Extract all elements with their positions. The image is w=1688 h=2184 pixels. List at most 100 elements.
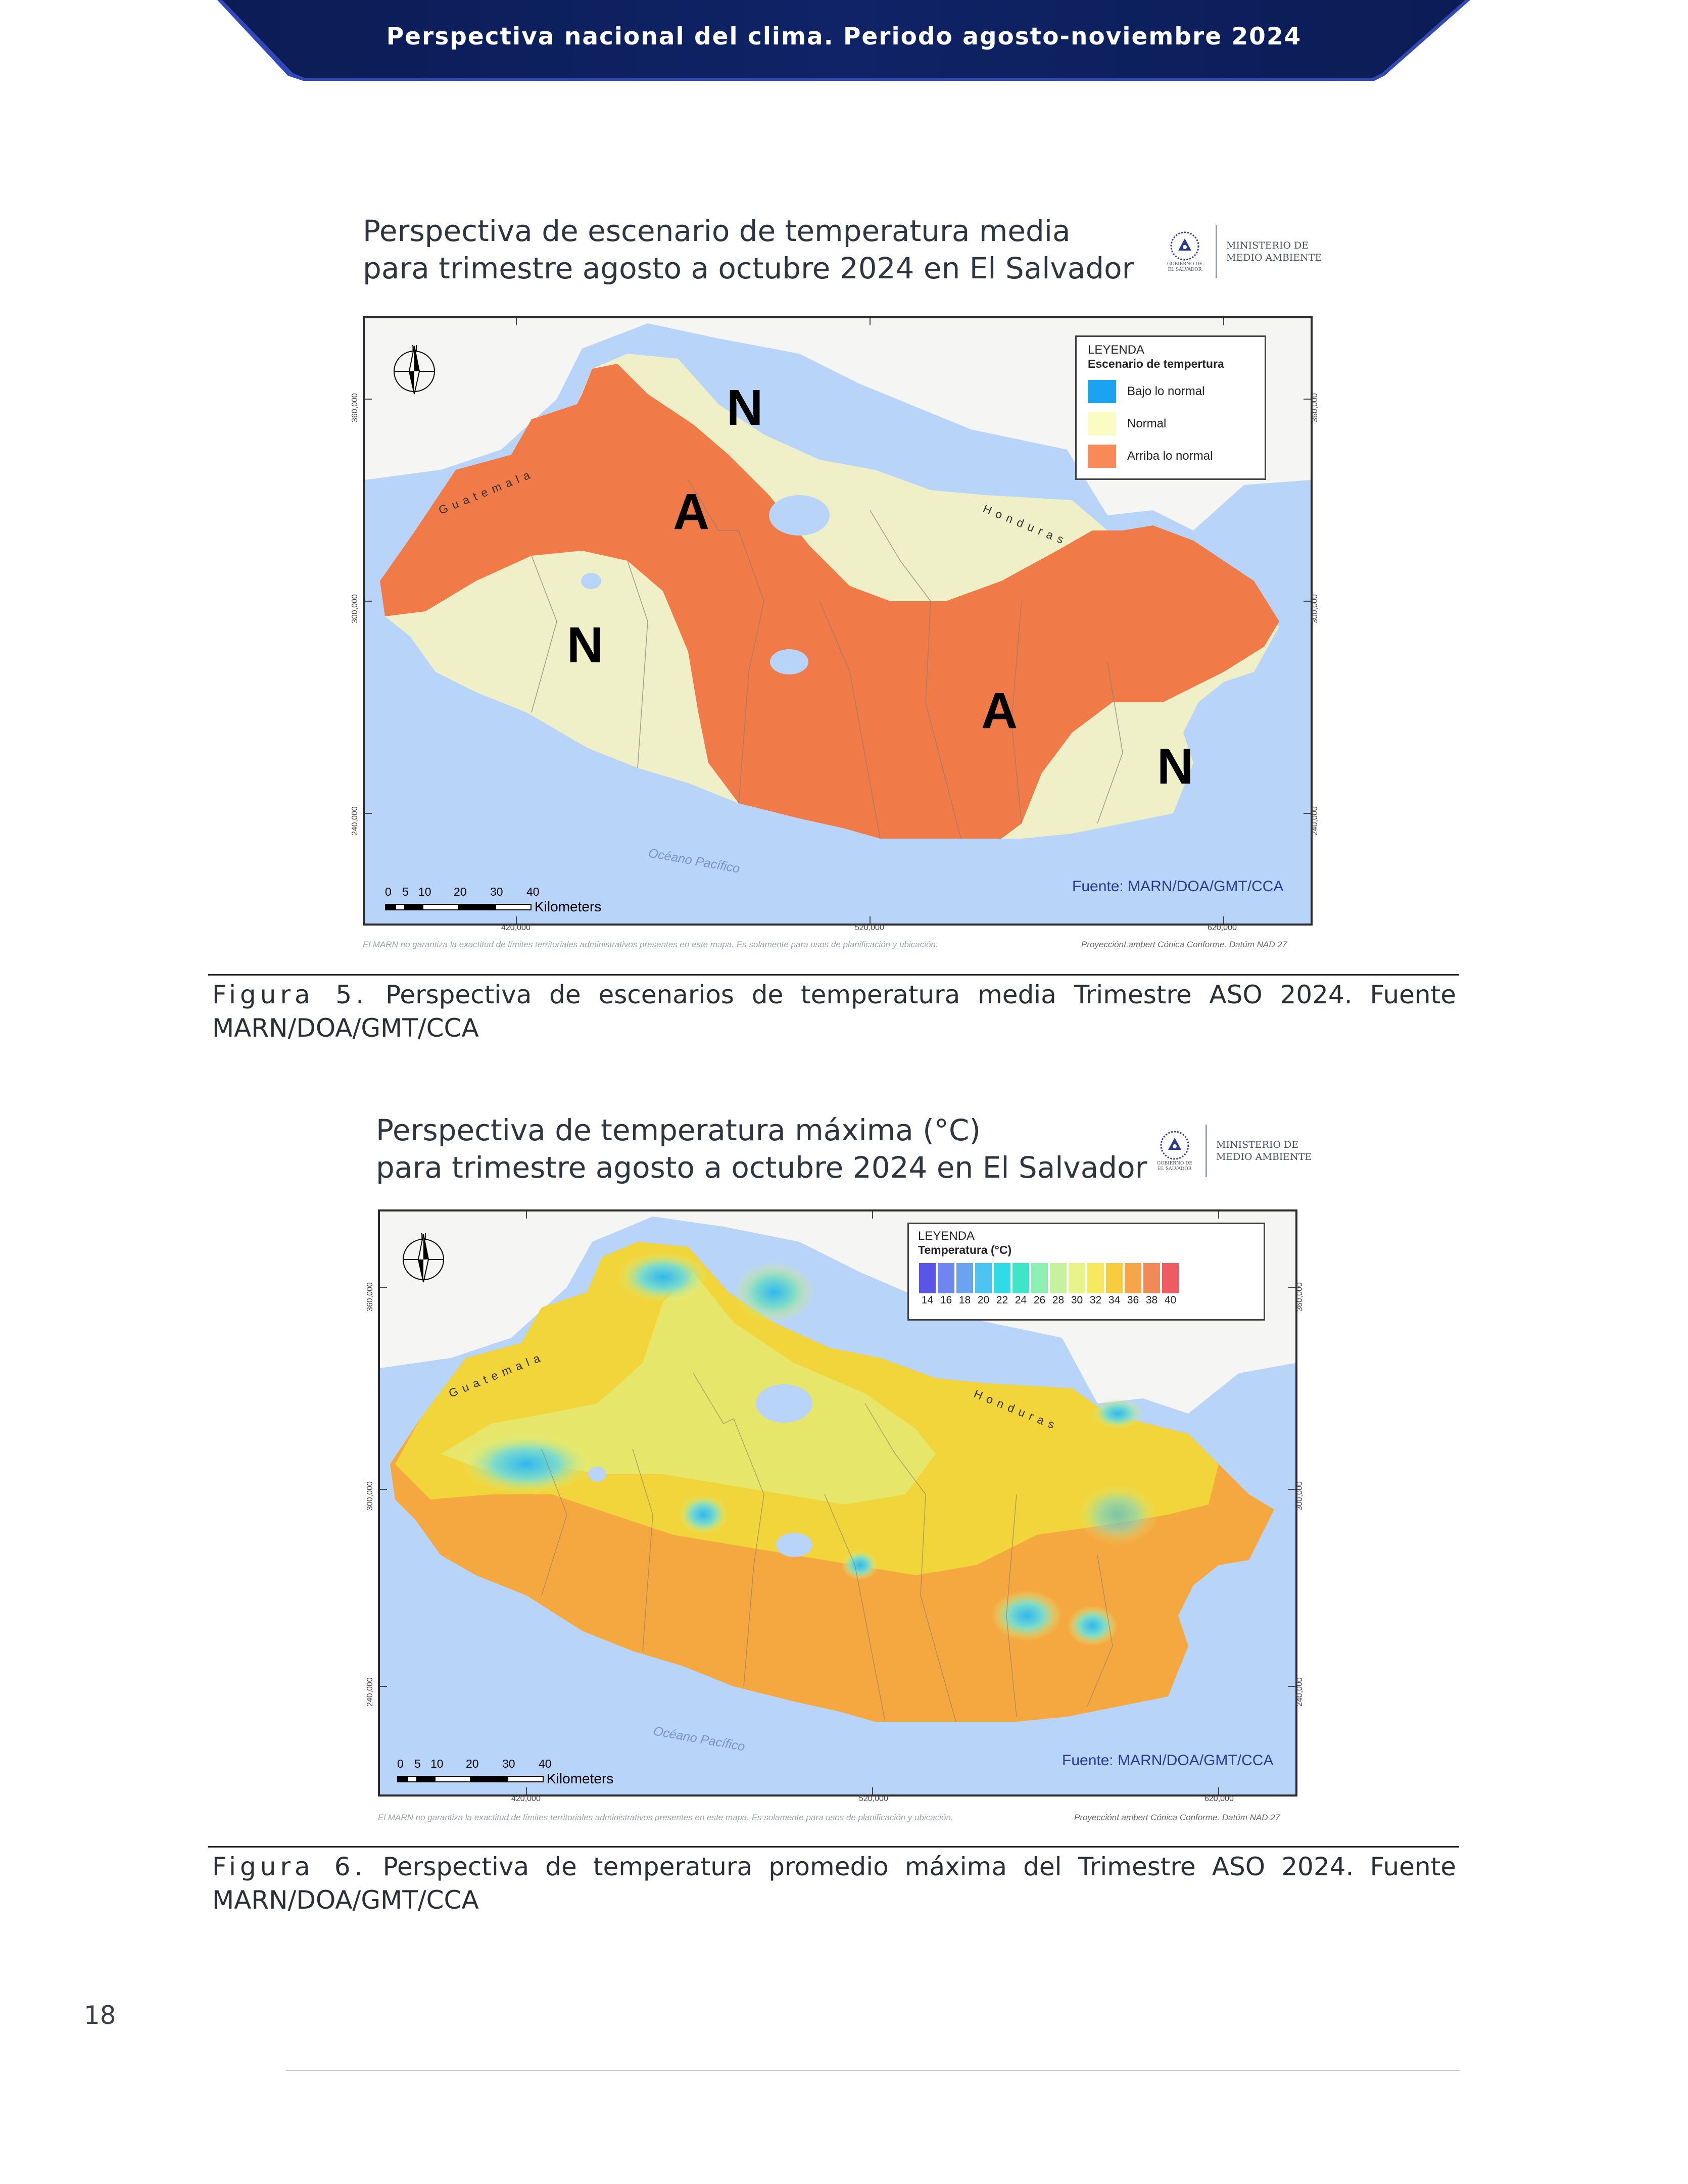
figure5-y-coord: 360,000	[351, 393, 359, 422]
legend-subtitle: Escenario de tempertura	[1088, 357, 1224, 370]
zone-label-normal-east: N	[1157, 738, 1194, 795]
figure6-map-title: Perspectiva de temperatura máxima (°C) p…	[376, 1111, 1147, 1186]
zone-label-above-west: A	[673, 483, 710, 540]
figure5-y-coord: 240,000	[351, 806, 359, 836]
scale-tick: 30	[502, 1757, 515, 1770]
legend-swatch-below-normal	[1088, 380, 1116, 403]
ramp-cell-14	[918, 1262, 937, 1294]
legend-label-normal: Normal	[1127, 417, 1167, 430]
figure5-seal: GOBIERNO DE EL SALVADOR	[1167, 230, 1202, 273]
logo-divider	[1215, 225, 1217, 278]
frame-ticks	[380, 1211, 1295, 1794]
ramp-cell-16	[937, 1262, 955, 1294]
figure5-y-coord-right: 240,000	[1311, 806, 1319, 836]
figure6-y-coord-right: 300,000	[1295, 1481, 1304, 1511]
figure5-x-coord: 520,000	[855, 924, 884, 932]
government-seal-icon	[1160, 1131, 1189, 1160]
figure5-y-coord: 300,000	[351, 594, 359, 623]
scale-tick: 0	[397, 1757, 404, 1770]
figure6-y-coord: 240,000	[366, 1677, 374, 1707]
legend-swatch-above-normal	[1088, 445, 1116, 468]
legend-title: LEYENDA	[918, 1229, 975, 1243]
legend-label-above-normal: Arriba lo normal	[1127, 449, 1213, 463]
seal-text-line2: EL SALVADOR	[1168, 267, 1202, 272]
scale-tick: 20	[466, 1757, 479, 1770]
scale-tick: 10	[418, 885, 431, 898]
figure6-y-coord: 360,000	[366, 1282, 374, 1312]
figure5-ministry-logo: GOBIERNO DE EL SALVADOR MINISTERIO DE ME…	[1167, 225, 1322, 278]
legend-swatch-normal	[1088, 412, 1116, 435]
zone-label-normal-west: N	[567, 617, 604, 673]
figure5-caption-rule	[208, 974, 1459, 976]
figure6-projection: ProyecciónLambert Cónica Conforme. Datúm…	[1074, 1813, 1280, 1822]
header-banner: Perspectiva nacional del clima. Periodo …	[0, 0, 1688, 86]
footer-rule	[286, 2070, 1460, 2071]
ministry-name-line1: MINISTERIO DE	[1226, 240, 1309, 251]
temperature-color-ramp	[918, 1262, 1255, 1294]
legend-item-above-normal: Arriba lo normal	[1088, 445, 1253, 468]
figure5-projection: ProyecciónLambert Cónica Conforme. Datúm…	[1081, 940, 1287, 949]
ramp-label: 36	[1127, 1294, 1139, 1306]
department-borders	[531, 479, 1123, 839]
figure5-caption-text: Perspectiva de escenarios de temperatura…	[212, 980, 1456, 1043]
figure5-map-title: Perspectiva de escenario de temperatura …	[363, 212, 1134, 287]
ramp-label: 40	[1164, 1294, 1177, 1306]
figure5-map-canvas	[365, 318, 1311, 924]
figure6-caption-label: Figura 6.	[212, 1852, 367, 1881]
ramp-label: 28	[1052, 1294, 1065, 1306]
scale-tick: 30	[490, 885, 503, 898]
scale-unit: Kilometers	[535, 899, 602, 914]
figure5-x-coord: 620,000	[1208, 924, 1237, 932]
ramp-label: 26	[1033, 1294, 1046, 1306]
ramp-label: 32	[1089, 1294, 1102, 1306]
scale-segments: Kilometers	[385, 899, 601, 915]
figure6-map: LEYENDA Temperatura (°C) 14 16 18 20 22 …	[378, 1209, 1297, 1797]
north-arrow-icon	[403, 1234, 444, 1283]
neighbor-land	[365, 318, 1311, 530]
ramp-cell-28	[1049, 1262, 1068, 1294]
ramp-label: 30	[1071, 1294, 1083, 1306]
scale-tick: 40	[526, 885, 540, 898]
figure6-x-coord: 420,000	[511, 1794, 541, 1803]
ramp-cell-36	[1124, 1262, 1142, 1294]
cool-highland	[1067, 1606, 1118, 1646]
figure5-source: Fuente: MARN/DOA/GMT/CCA	[1072, 878, 1284, 895]
ramp-cell-26	[1030, 1262, 1049, 1294]
ramp-cell-30	[1068, 1262, 1086, 1294]
scale-tick: 10	[430, 1757, 444, 1770]
legend-title: LEYENDA	[1088, 343, 1145, 357]
frame-ticks	[365, 318, 1311, 924]
banner-shape	[217, 0, 1470, 81]
cool-highland	[734, 1262, 814, 1323]
seal-text-line1: GOBIERNO DE	[1167, 262, 1202, 267]
figure6-caption-rule	[208, 1846, 1459, 1848]
legend-item-below-normal: Bajo lo normal	[1088, 380, 1253, 403]
ramp-cell-40	[1161, 1262, 1180, 1294]
ramp-label: 34	[1108, 1294, 1121, 1306]
cool-highland	[1077, 1484, 1158, 1545]
figure6-north-arrow: N	[398, 1232, 449, 1283]
scale-tick: 5	[414, 1757, 421, 1770]
lake-suchitlan	[769, 495, 830, 536]
seal-text-line1: GOBIERNO DE	[1157, 1161, 1192, 1166]
figure6-x-coord: 620,000	[1204, 1794, 1234, 1803]
scale-unit: Kilometers	[547, 1771, 614, 1786]
figure5-y-coord-right: 360,000	[1311, 393, 1319, 422]
logo-divider	[1205, 1125, 1207, 1177]
figure6-source: Fuente: MARN/DOA/GMT/CCA	[1062, 1752, 1274, 1769]
figure6-y-coord: 300,000	[366, 1481, 374, 1511]
ministry-name-line2: MEDIO AMBIENTE	[1216, 1151, 1312, 1162]
zone-label-normal-north: N	[727, 379, 763, 436]
ramp-cell-18	[955, 1262, 974, 1294]
figure5-map-title-line1: Perspectiva de escenario de temperatura …	[363, 214, 1071, 248]
lake-coatepeque	[588, 1467, 606, 1482]
scale-segments: Kilometers	[397, 1771, 613, 1787]
document-header-title: Perspectiva nacional del clima. Periodo …	[386, 23, 1302, 51]
ministry-name-line2: MEDIO AMBIENTE	[1226, 252, 1322, 263]
figure5-y-coord-right: 300,000	[1311, 594, 1319, 623]
figure6-disclaimer: El MARN no garantiza la exactitud de lím…	[378, 1813, 953, 1822]
zone-label-above-east: A	[981, 683, 1018, 739]
lake-ilopango	[776, 1533, 812, 1557]
lake-ilopango	[770, 649, 808, 674]
legend-label-below-normal: Bajo lo normal	[1127, 384, 1205, 398]
